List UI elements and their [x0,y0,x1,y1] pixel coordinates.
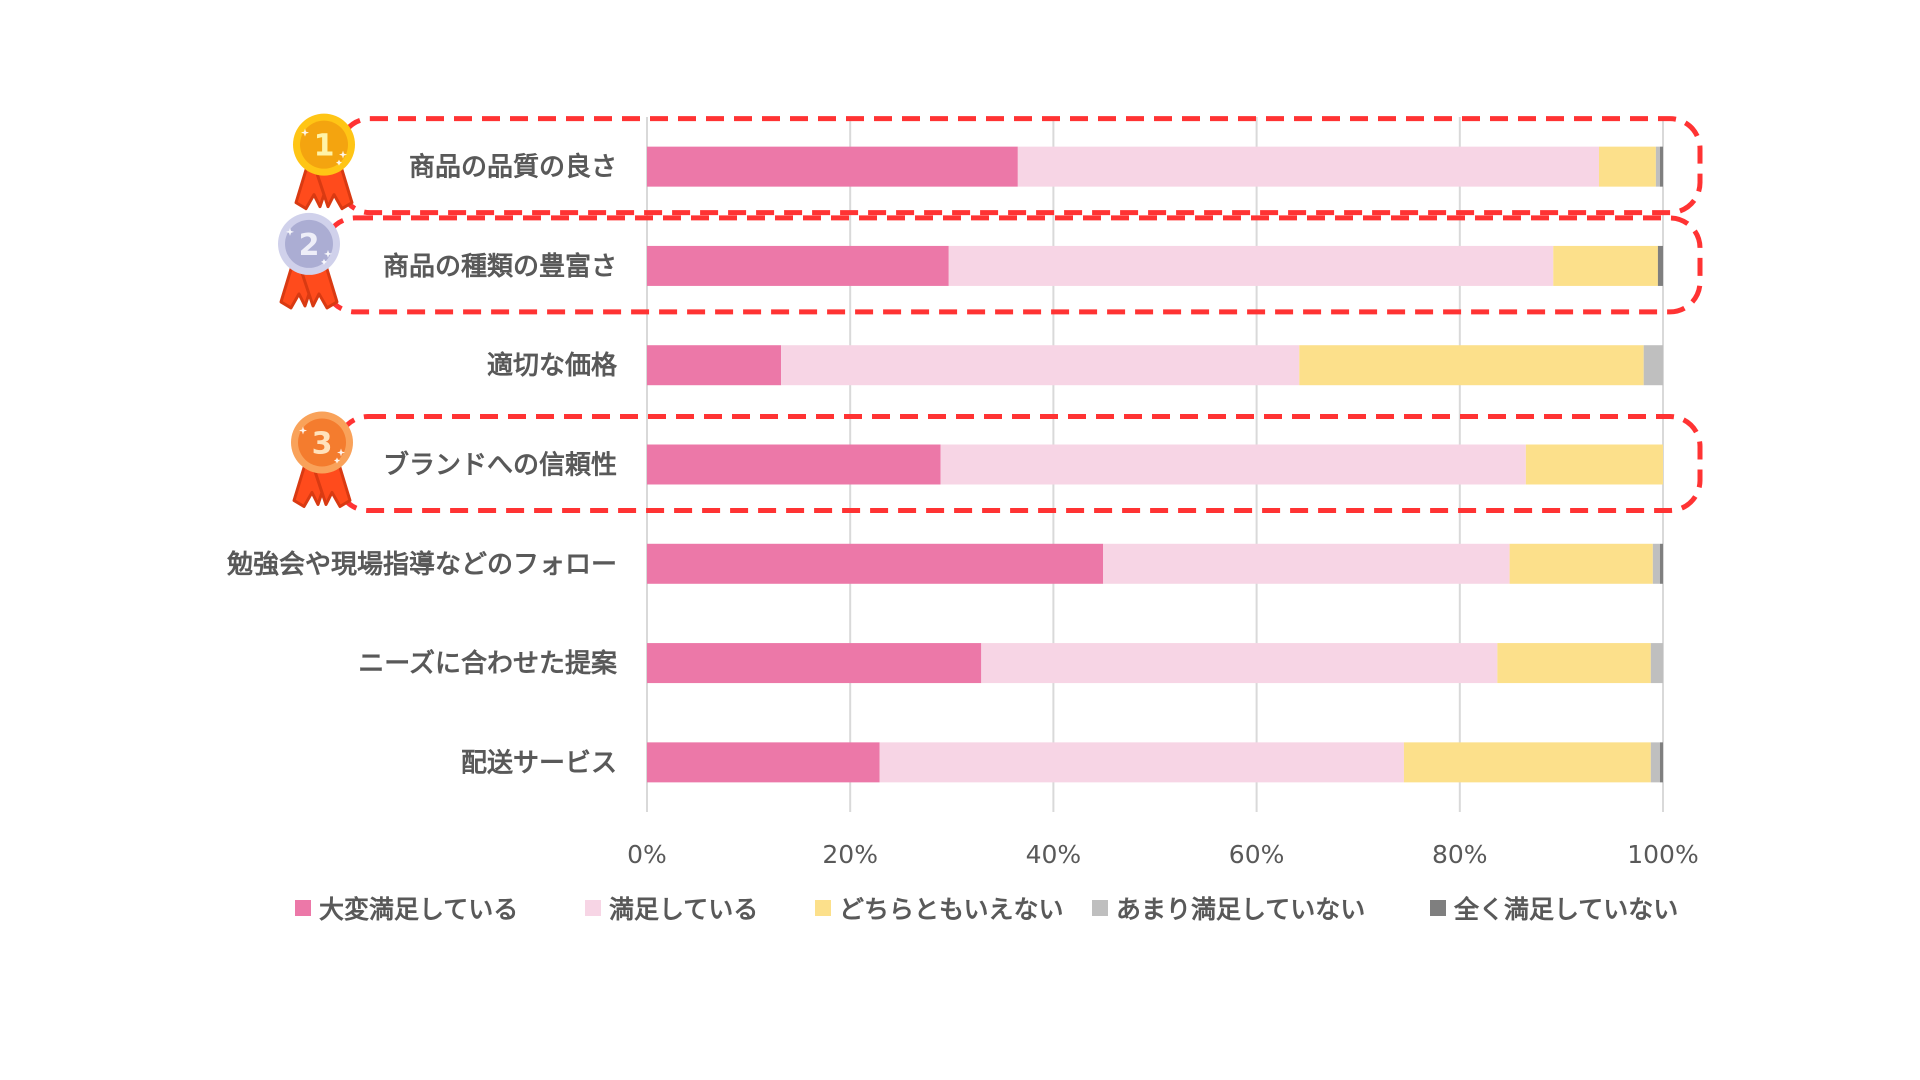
legend-item: あまり満足していない [1092,895,1365,924]
legend-item: 全く満足していない [1430,895,1678,924]
bar-segment [948,245,1554,286]
legend-item: 大変満足している [295,895,518,924]
bars [647,146,1663,783]
legend-label: 大変満足している [319,895,518,924]
legend-swatch [815,900,831,916]
bar-segment [1299,345,1644,386]
category-label: 商品の品質の良さ [409,152,617,183]
category-labels: 商品の品質の良さ商品の種類の豊富さ適切な価格ブランドへの信頼性勉強会や現場指導な… [226,152,618,779]
bar-segment [647,146,1018,187]
sparkle-icon [339,150,347,159]
bar-segment [981,643,1498,684]
bar-segment [1403,742,1651,783]
medal-face [285,219,333,268]
ranking-highlight-box [322,215,1703,315]
bar-segment [647,742,880,783]
bar-segment [1650,643,1663,684]
bar-segment [1017,146,1599,187]
x-tick-label: 80% [1432,840,1488,869]
legend-label: 満足している [609,895,758,924]
medal-rank-number: 3 [312,427,333,462]
category-label: 適切な価格 [487,350,618,381]
sparkle-icon [286,227,294,236]
legend-swatch [295,900,311,916]
category-label: 配送サービス [461,748,617,778]
medal-gold-icon: 1 [293,113,355,211]
bar-segment [879,742,1404,783]
bar-segment [1643,345,1663,386]
ranking-highlights: 1 2 3 [278,113,1703,513]
x-axis-tick-labels: 0% 20% 40% 60% 80% 100% [627,840,1699,869]
bar-segment [1659,146,1663,187]
medal-rank-number: 2 [299,228,320,263]
sparkle-icon [336,159,342,166]
bar-segment [1497,643,1651,684]
bar-segment [1655,146,1660,187]
ranking-highlight-box [335,414,1703,513]
bar-segment [940,444,1526,485]
category-label: 商品の種類の豊富さ [383,251,617,282]
sparkle-icon [299,426,307,435]
category-label: 勉強会や現場指導などのフォロー [226,549,617,580]
medal-bronze-icon: 3 [291,411,353,508]
bar-segment [1598,146,1656,187]
x-tick-label: 40% [1026,840,1082,869]
legend-item: 満足している [585,895,758,924]
legend-swatch [1430,900,1446,916]
sparkle-icon [334,457,340,464]
ranking-highlight-box [337,116,1703,216]
legend-swatch [585,900,601,916]
sparkle-icon [301,128,309,137]
legend-swatch [1092,900,1108,916]
bar-segment [647,345,782,386]
legend-label: あまり満足していない [1116,895,1365,924]
legend: 大変満足している 満足している どちらともいえない あまり満足していない 全く満足してい… [295,895,1678,924]
bar-segment [1650,742,1660,783]
bar-segment [1103,543,1510,584]
sparkle-icon [324,249,332,258]
sparkle-icon [321,258,327,265]
medal-face [298,418,346,467]
medal-face [300,120,348,169]
legend-label: どちらともいえない [839,895,1064,924]
bar-segment [1509,543,1653,584]
x-tick-label: 20% [822,840,878,869]
x-tick-label: 0% [627,840,667,869]
bar-segment [1659,543,1663,584]
bar-segment [1657,245,1663,286]
bar-segment [1652,543,1660,584]
medal-silver-icon: 2 [278,212,340,310]
category-label: ブランドへの信頼性 [383,450,617,481]
bar-segment [647,643,982,684]
bar-segment [647,444,941,485]
x-tick-label: 100% [1627,840,1698,869]
bar-segment [1553,245,1658,286]
legend-label: 全く満足していない [1453,895,1678,924]
medal-rank-number: 1 [314,129,335,164]
sparkle-icon [337,448,345,457]
bar-segment [647,543,1104,584]
category-label: ニーズに合わせた提案 [358,648,618,679]
x-tick-label: 60% [1229,840,1285,869]
legend-item: どちらともいえない [815,895,1064,924]
bar-segment [647,245,949,286]
bar-segment [1659,742,1663,783]
bar-segment [1525,444,1663,485]
bar-segment [781,345,1300,386]
